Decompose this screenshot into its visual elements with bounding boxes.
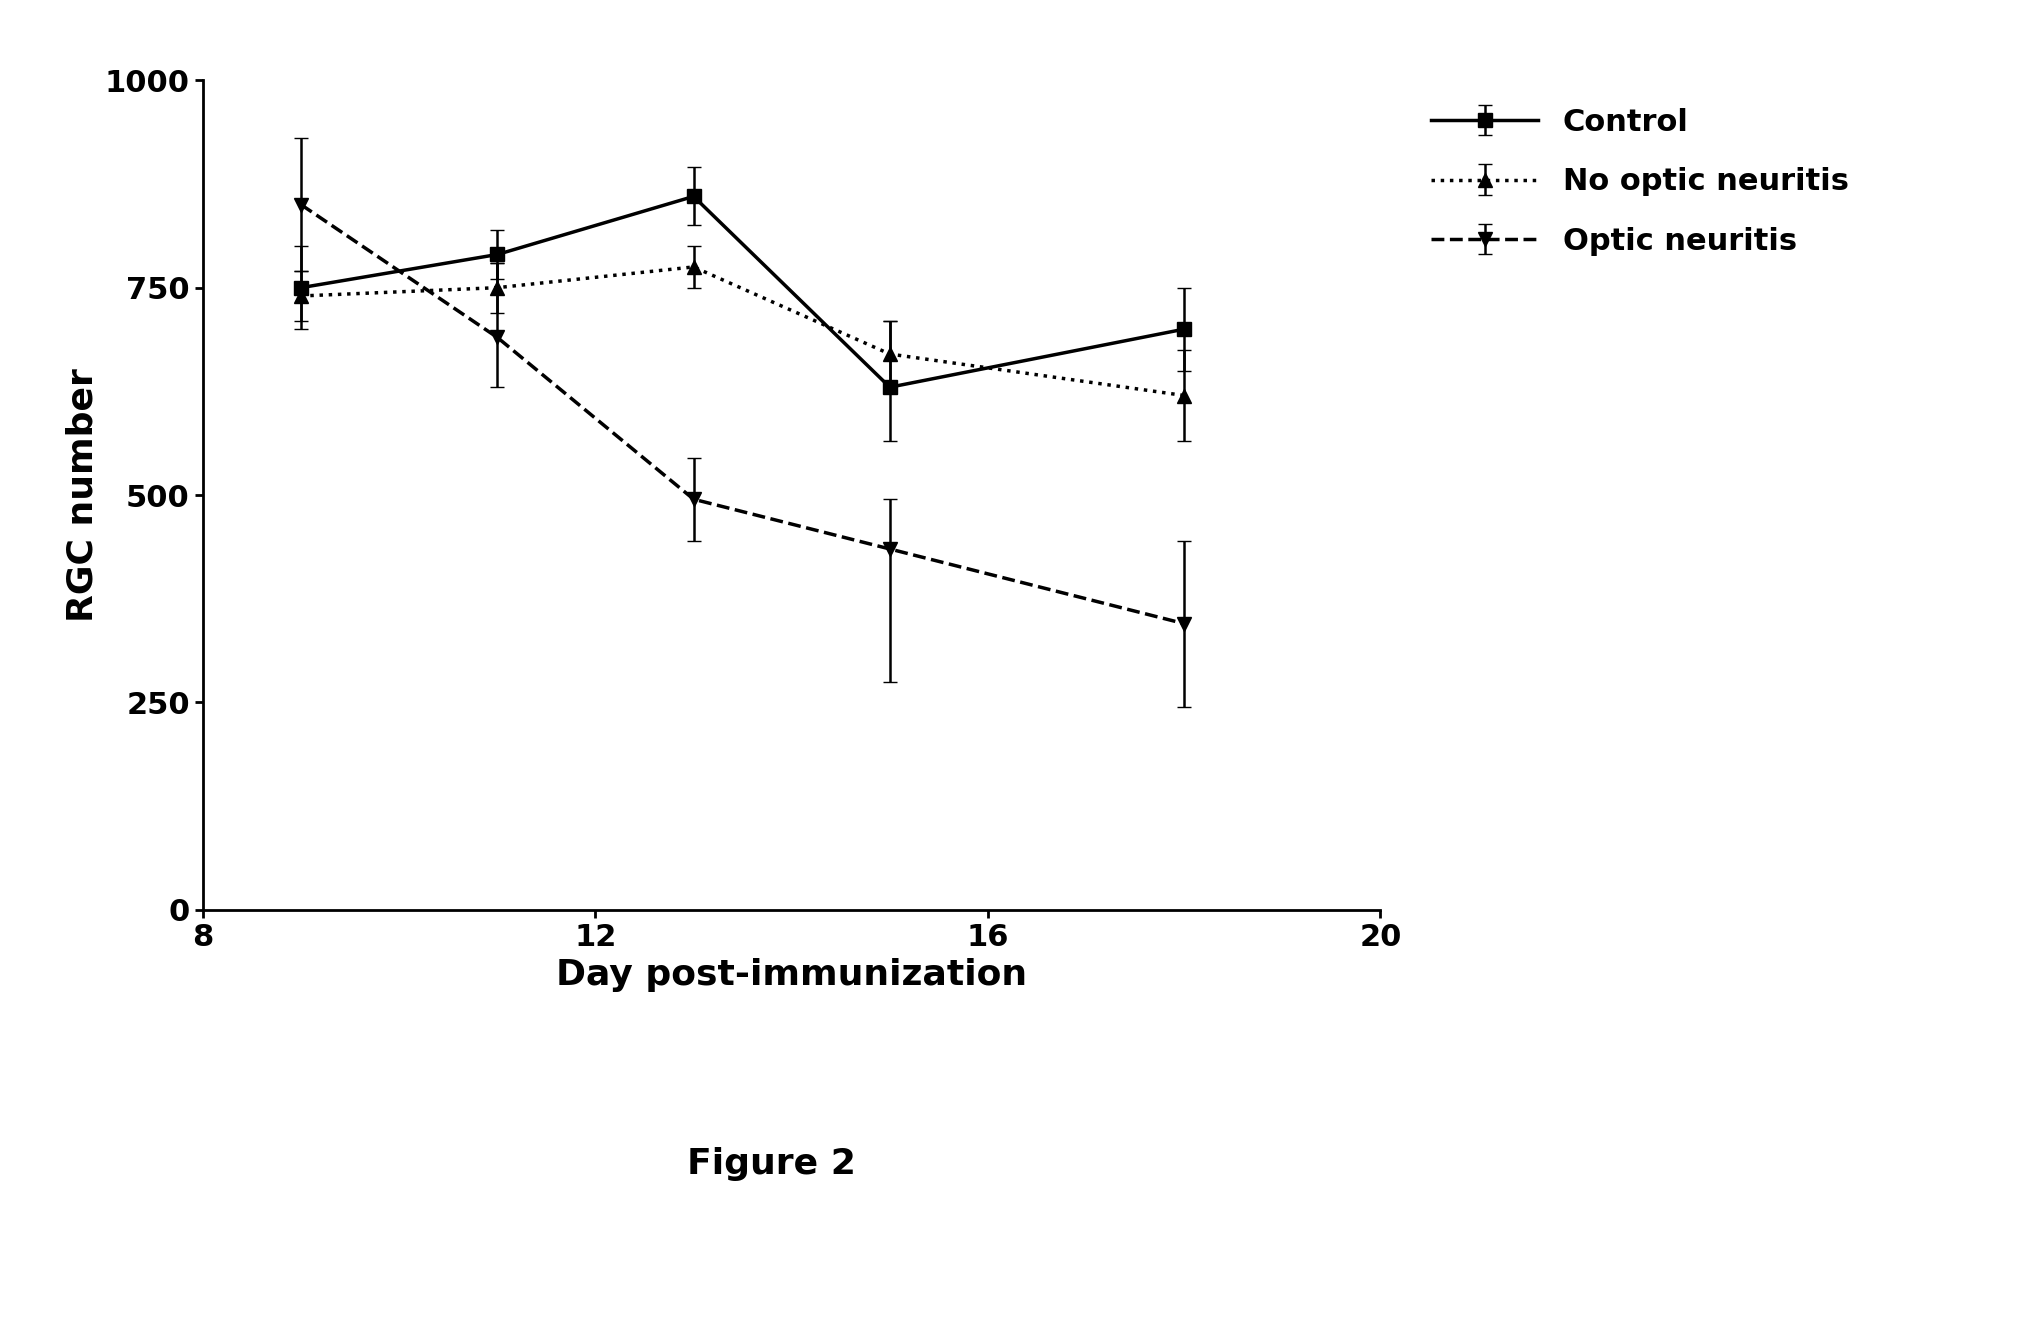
Legend: Control, No optic neuritis, Optic neuritis: Control, No optic neuritis, Optic neurit…	[1419, 95, 1862, 268]
Text: Figure 2: Figure 2	[686, 1147, 857, 1181]
X-axis label: Day post-immunization: Day post-immunization	[556, 958, 1027, 991]
Y-axis label: RGC number: RGC number	[65, 368, 99, 622]
